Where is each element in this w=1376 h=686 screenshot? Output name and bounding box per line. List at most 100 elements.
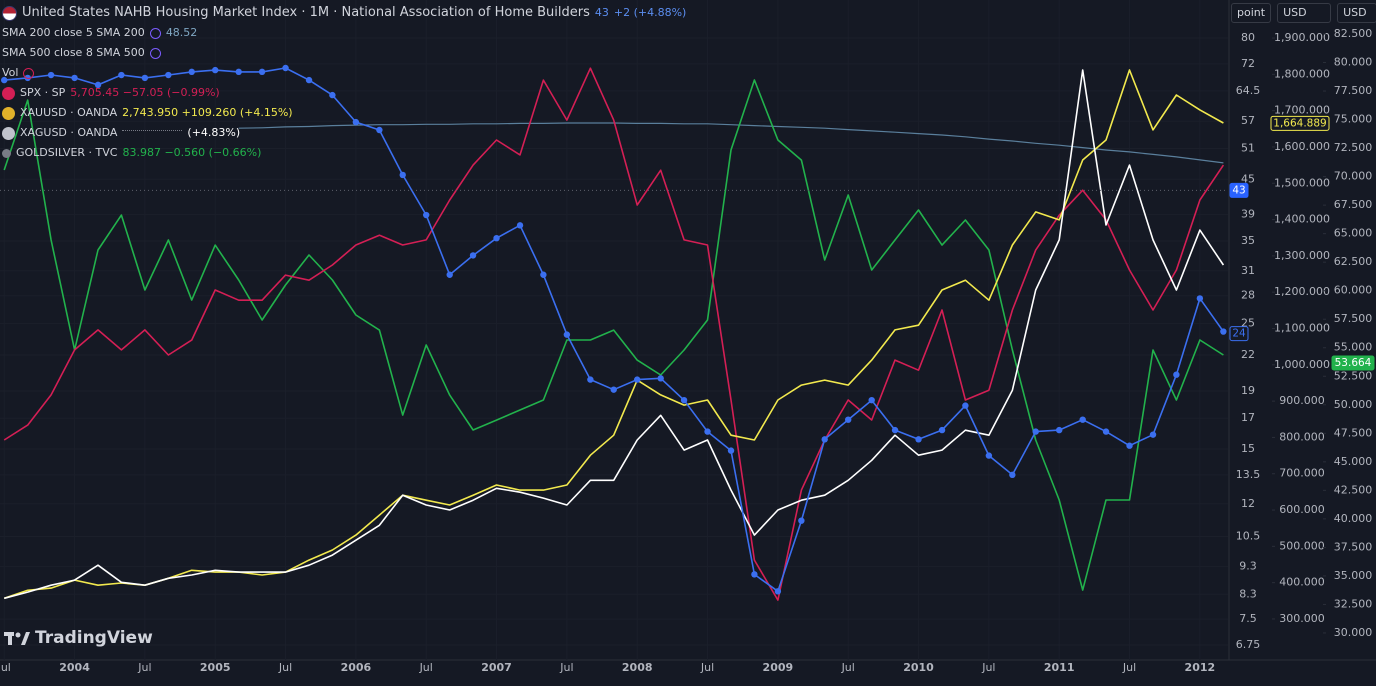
y-tick-label: 9.3 bbox=[1239, 559, 1257, 572]
y-tick-label: 12 bbox=[1241, 497, 1255, 510]
y-tick-label: 900.000 bbox=[1279, 394, 1325, 407]
series-line bbox=[3, 67, 1225, 601]
legend-row[interactable]: XAUUSD · OANDA 2,743.950 +109.260 (+4.15… bbox=[2, 103, 686, 123]
y-tick-label: 300.000 bbox=[1279, 612, 1325, 625]
legend-name: GOLDSILVER · TVC bbox=[16, 146, 118, 159]
series-marker bbox=[1102, 428, 1110, 435]
unit-button[interactable]: USD bbox=[1337, 3, 1376, 23]
series-marker bbox=[71, 74, 78, 82]
y-tick-label: 42.500 bbox=[1334, 483, 1373, 496]
y-tick-label: 800.000 bbox=[1279, 430, 1325, 443]
price-tag bbox=[1229, 326, 1249, 342]
unit-button[interactable]: point bbox=[1231, 3, 1272, 23]
x-tick-label: 2008 bbox=[622, 661, 653, 674]
legend-row[interactable]: Vol bbox=[2, 63, 686, 83]
series-marker bbox=[587, 376, 594, 383]
indicator-icon bbox=[149, 27, 161, 39]
y-tick-label: 15 bbox=[1241, 442, 1255, 455]
y-tick-label: 400.000 bbox=[1279, 576, 1325, 589]
series-marker bbox=[212, 66, 219, 74]
legend-row[interactable]: SPX · SP 5,705.45 −57.05 (−0.99%) bbox=[2, 83, 686, 103]
legend-name: XAUUSD · OANDA bbox=[20, 106, 118, 119]
series-marker bbox=[188, 68, 195, 76]
series-marker bbox=[704, 428, 711, 435]
series-marker bbox=[1079, 416, 1086, 423]
legend-toolbar[interactable] bbox=[122, 129, 183, 141]
series-marker bbox=[868, 396, 875, 404]
legend: United States NAHB Housing Market Index … bbox=[2, 3, 686, 163]
legend-value: 5,705.45 −57.05 (−0.99%) bbox=[70, 86, 220, 99]
x-tick-label: 2004 bbox=[59, 661, 90, 674]
x-tick-label: 2005 bbox=[200, 661, 231, 674]
series-marker bbox=[1149, 431, 1157, 438]
price-tag bbox=[1229, 182, 1249, 198]
x-tick-label: Jul bbox=[419, 661, 433, 674]
series-marker bbox=[165, 71, 172, 79]
y-tick-label: 500.000 bbox=[1279, 539, 1325, 552]
y-tick-label: 30.000 bbox=[1334, 626, 1373, 639]
series-marker bbox=[774, 588, 782, 595]
series-marker bbox=[282, 64, 289, 72]
legend-row[interactable]: XAGUSD · OANDA (+4.83%) bbox=[2, 123, 686, 143]
y-tick-label: 32.500 bbox=[1334, 597, 1373, 610]
x-tick-label: 2011 bbox=[1044, 661, 1075, 674]
series-marker bbox=[891, 426, 899, 434]
y-tick-label: 57 bbox=[1241, 114, 1255, 127]
y-tick-label: 64.5 bbox=[1236, 84, 1261, 97]
x-tick-label: 2009 bbox=[763, 661, 794, 674]
y-tick-label: 72 bbox=[1241, 57, 1255, 70]
symbol-icon bbox=[2, 148, 11, 158]
series-marker bbox=[352, 118, 360, 126]
series-marker bbox=[469, 252, 477, 259]
x-tick-label: Jul bbox=[559, 661, 573, 674]
y-tick-label: 75.000 bbox=[1334, 113, 1373, 126]
legend-change: +2 (+4.88%) bbox=[613, 6, 687, 19]
price-tag bbox=[1331, 355, 1375, 371]
symbol-icon bbox=[2, 106, 15, 120]
price-tag-label: 1,664.889 bbox=[1273, 117, 1326, 129]
legend-row[interactable]: SMA 200 close 5 SMA 200 48.52 bbox=[2, 23, 686, 43]
price-tag bbox=[1270, 115, 1330, 131]
price-tag-label: 43 bbox=[1232, 184, 1245, 196]
series-marker bbox=[1032, 428, 1039, 435]
y-tick-label: 8.3 bbox=[1239, 587, 1257, 600]
y-tick-label: 45.000 bbox=[1334, 455, 1373, 468]
y-tick-label: 1,200.000 bbox=[1274, 285, 1330, 298]
y-tick-label: 62.500 bbox=[1334, 255, 1373, 268]
legend-row[interactable]: GOLDSILVER · TVC 83.987 −0.560 (−0.66%) bbox=[2, 143, 686, 163]
x-tick-label: Jul bbox=[278, 661, 292, 674]
unit-button[interactable]: USD bbox=[1277, 3, 1332, 23]
y-tick-label: 1,100.000 bbox=[1274, 321, 1330, 334]
legend-name: Vol bbox=[2, 66, 19, 79]
y-tick-label: 77.500 bbox=[1334, 84, 1373, 97]
x-tick-label: 2007 bbox=[481, 661, 512, 674]
watermark-logo bbox=[4, 632, 30, 645]
series-marker bbox=[1, 76, 8, 84]
x-tick-label: Jul bbox=[137, 661, 151, 674]
legend-value: (+4.83%) bbox=[187, 126, 241, 139]
legend-name: SMA 500 close 8 SMA 500 bbox=[2, 46, 145, 59]
y-tick-label: 17 bbox=[1241, 411, 1255, 424]
y-tick-label: 60.000 bbox=[1334, 284, 1373, 297]
x-tick-label: Jul bbox=[981, 661, 995, 674]
flag-icon bbox=[2, 5, 17, 21]
x-tick-label: Jul bbox=[700, 661, 714, 674]
y-tick-label: 80 bbox=[1241, 31, 1255, 44]
y-tick-label: 1,800.000 bbox=[1274, 67, 1330, 80]
y-tick-label: 47.500 bbox=[1334, 426, 1373, 439]
y-tick-label: 1,000.000 bbox=[1274, 358, 1330, 371]
y-tick-label: 1,600.000 bbox=[1274, 140, 1330, 153]
y-tick-label: 1,400.000 bbox=[1274, 213, 1330, 226]
y-tick-label: 35 bbox=[1241, 234, 1255, 247]
y-tick-label: 72.500 bbox=[1334, 141, 1373, 154]
legend-value: 2,743.950 +109.260 (+4.15%) bbox=[122, 106, 293, 119]
legend-row[interactable]: SMA 500 close 8 SMA 500 bbox=[2, 43, 686, 63]
series-marker bbox=[118, 71, 125, 79]
axis-unit-buttons: point USD USD bbox=[1231, 3, 1376, 23]
series-marker bbox=[141, 74, 149, 82]
x-tick-label: 2012 bbox=[1185, 661, 1216, 674]
series-marker bbox=[821, 436, 828, 443]
y-tick-label: 65.000 bbox=[1334, 227, 1373, 240]
legend-value: 43 bbox=[594, 6, 609, 19]
